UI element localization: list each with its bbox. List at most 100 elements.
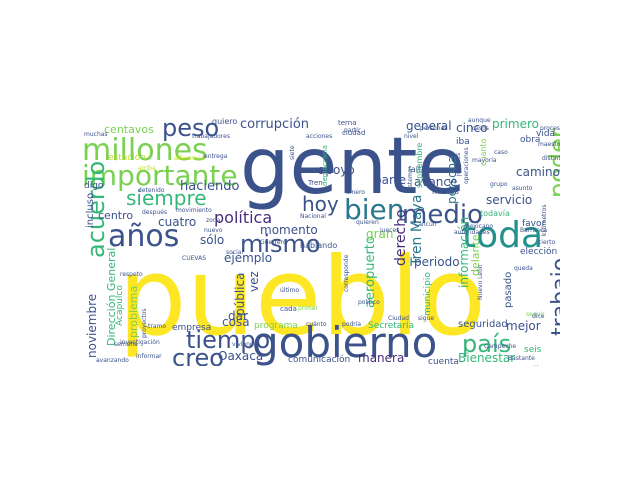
word-cloud: pueblo gente gobierno millones important… bbox=[80, 116, 560, 366]
word-trabajo: trabajo bbox=[548, 257, 560, 336]
word-grupo: grupo bbox=[490, 181, 508, 188]
word-muchas: muchas bbox=[84, 131, 108, 138]
word-jueces: jueces bbox=[380, 227, 400, 234]
word-digo: digo bbox=[84, 181, 104, 191]
word-comunicacion: comunicación bbox=[288, 355, 351, 365]
word-semana: semana bbox=[114, 341, 138, 348]
word-vivienda: vivienda bbox=[232, 341, 258, 348]
word-hablando: hablando bbox=[300, 241, 338, 250]
word-incluso: incluso bbox=[85, 192, 96, 228]
word-pueblo: pueblo bbox=[118, 235, 487, 360]
word-general: general bbox=[406, 119, 452, 133]
word-cuanto: cuánto bbox=[306, 321, 327, 328]
word-derecho: derecho bbox=[393, 209, 409, 266]
word-ultimo: último bbox=[280, 287, 300, 294]
word-ciudad-cap: Ciudad bbox=[388, 315, 409, 322]
word-politico: político bbox=[358, 299, 380, 306]
word-secretaria: Secretaría bbox=[368, 321, 414, 331]
word-asunto: asunto bbox=[512, 185, 533, 192]
word-movimiento: movimiento bbox=[176, 207, 212, 214]
word-favor: favor bbox=[522, 219, 546, 229]
word-avance: avance bbox=[414, 175, 458, 189]
word-cosa: cosa bbox=[222, 315, 250, 329]
word-queda: queda bbox=[514, 265, 533, 272]
word-estacion: estación bbox=[108, 153, 146, 163]
word-campeche: Campeche bbox=[484, 343, 517, 350]
word-guerrero: Guerrero bbox=[260, 239, 287, 246]
word-haciendo: haciendo bbox=[180, 179, 240, 194]
word-nuevo: nuevo bbox=[204, 227, 223, 234]
word-mayoria: mayoría bbox=[472, 157, 497, 164]
word-momento: momento bbox=[260, 223, 318, 237]
word-bienestar: Bienestar bbox=[458, 351, 516, 365]
word-diferencia: diferencia bbox=[174, 155, 204, 162]
word-informar: informar bbox=[136, 353, 162, 360]
word-aunque: aunque bbox=[468, 117, 491, 124]
word-hoy: hoy bbox=[302, 192, 339, 216]
word-septiembre: septiembre bbox=[415, 142, 424, 188]
word-detenido: detenido bbox=[138, 187, 165, 194]
word-entrega: entrega bbox=[204, 153, 228, 160]
word-mismo: mismo bbox=[240, 230, 321, 258]
word-oaxaca: Oaxaca bbox=[218, 349, 264, 363]
word-acciones: acciones bbox=[306, 133, 333, 140]
word-camino: camino bbox=[516, 165, 560, 179]
word-iba: iba bbox=[456, 137, 470, 147]
word-ciudad: ciudad bbox=[342, 129, 366, 137]
word-siete: siete bbox=[289, 145, 296, 160]
word-cuanto-adverb: cuanto bbox=[479, 138, 488, 166]
word-bien: bien bbox=[344, 193, 405, 226]
word-democracia: democracia bbox=[321, 145, 329, 186]
word-vida: vida bbox=[536, 129, 556, 139]
word-primero: primero bbox=[492, 117, 539, 131]
word-cuatro: cuatro bbox=[158, 215, 197, 229]
word-seguridad: seguridad bbox=[458, 319, 508, 330]
word-autoridades: autoridades bbox=[454, 229, 490, 236]
word-tiempo: tiempo bbox=[186, 326, 271, 354]
word-jovenes: jóvenes bbox=[455, 152, 462, 176]
word-gobierno: gobierno bbox=[252, 318, 438, 366]
word-pais: país bbox=[462, 330, 512, 358]
word-pasado: pasado bbox=[503, 271, 514, 308]
word-operaciones: operaciones bbox=[463, 147, 470, 184]
word-centro: centro bbox=[98, 209, 134, 222]
word-mejor: mejor bbox=[506, 319, 541, 333]
word-creo: creo bbox=[172, 344, 224, 366]
word-seis: seis bbox=[524, 345, 542, 355]
word-cancun: Cancún bbox=[414, 221, 437, 228]
word-dar: dar bbox=[228, 309, 248, 323]
word-nuevo-leon: Nuevo León bbox=[477, 264, 484, 300]
word-corresponde: corresponde bbox=[343, 254, 350, 292]
word-servicio: servicio bbox=[486, 193, 533, 207]
word-quiero: quiero bbox=[212, 117, 238, 126]
word-eleccion: elección bbox=[520, 247, 558, 257]
word-sigue: sigue bbox=[418, 315, 435, 322]
word-arriba: arriba bbox=[138, 165, 156, 172]
word-cinco: cinco bbox=[456, 121, 488, 135]
word-importante: importante bbox=[82, 159, 238, 192]
word-casos: casos bbox=[472, 125, 489, 132]
word-municipio: municipio bbox=[423, 272, 433, 316]
word-menos: menos bbox=[432, 187, 459, 196]
word-terna: terna bbox=[338, 119, 357, 127]
word-caso: caso bbox=[494, 149, 508, 156]
word-proceso: proceso bbox=[540, 125, 560, 132]
word-medio: medio bbox=[402, 200, 483, 230]
word-proyectos: proyectos bbox=[141, 308, 148, 338]
word-trabajadores: trabajadores bbox=[192, 133, 230, 140]
word-toda: toda bbox=[462, 215, 544, 256]
word-cuenta: cuenta bbox=[428, 357, 459, 367]
word-despues: después bbox=[142, 209, 168, 216]
word-noviembre: noviembre bbox=[85, 293, 99, 358]
word-solo: sólo bbox=[200, 233, 225, 247]
word-dice: dice bbox=[532, 313, 545, 320]
word-gente: gente bbox=[240, 122, 466, 212]
word-nivel: nivel bbox=[404, 133, 419, 140]
word-apoyo: apoyo bbox=[318, 163, 355, 177]
word-seguir: seguir bbox=[526, 311, 545, 318]
word-social: social bbox=[226, 249, 244, 256]
word-nacional: Nacional bbox=[300, 213, 326, 220]
word-maestro: maestro bbox=[538, 141, 560, 148]
word-avanzando: avanzando bbox=[96, 357, 129, 364]
word-cierto: cierto bbox=[538, 239, 556, 246]
